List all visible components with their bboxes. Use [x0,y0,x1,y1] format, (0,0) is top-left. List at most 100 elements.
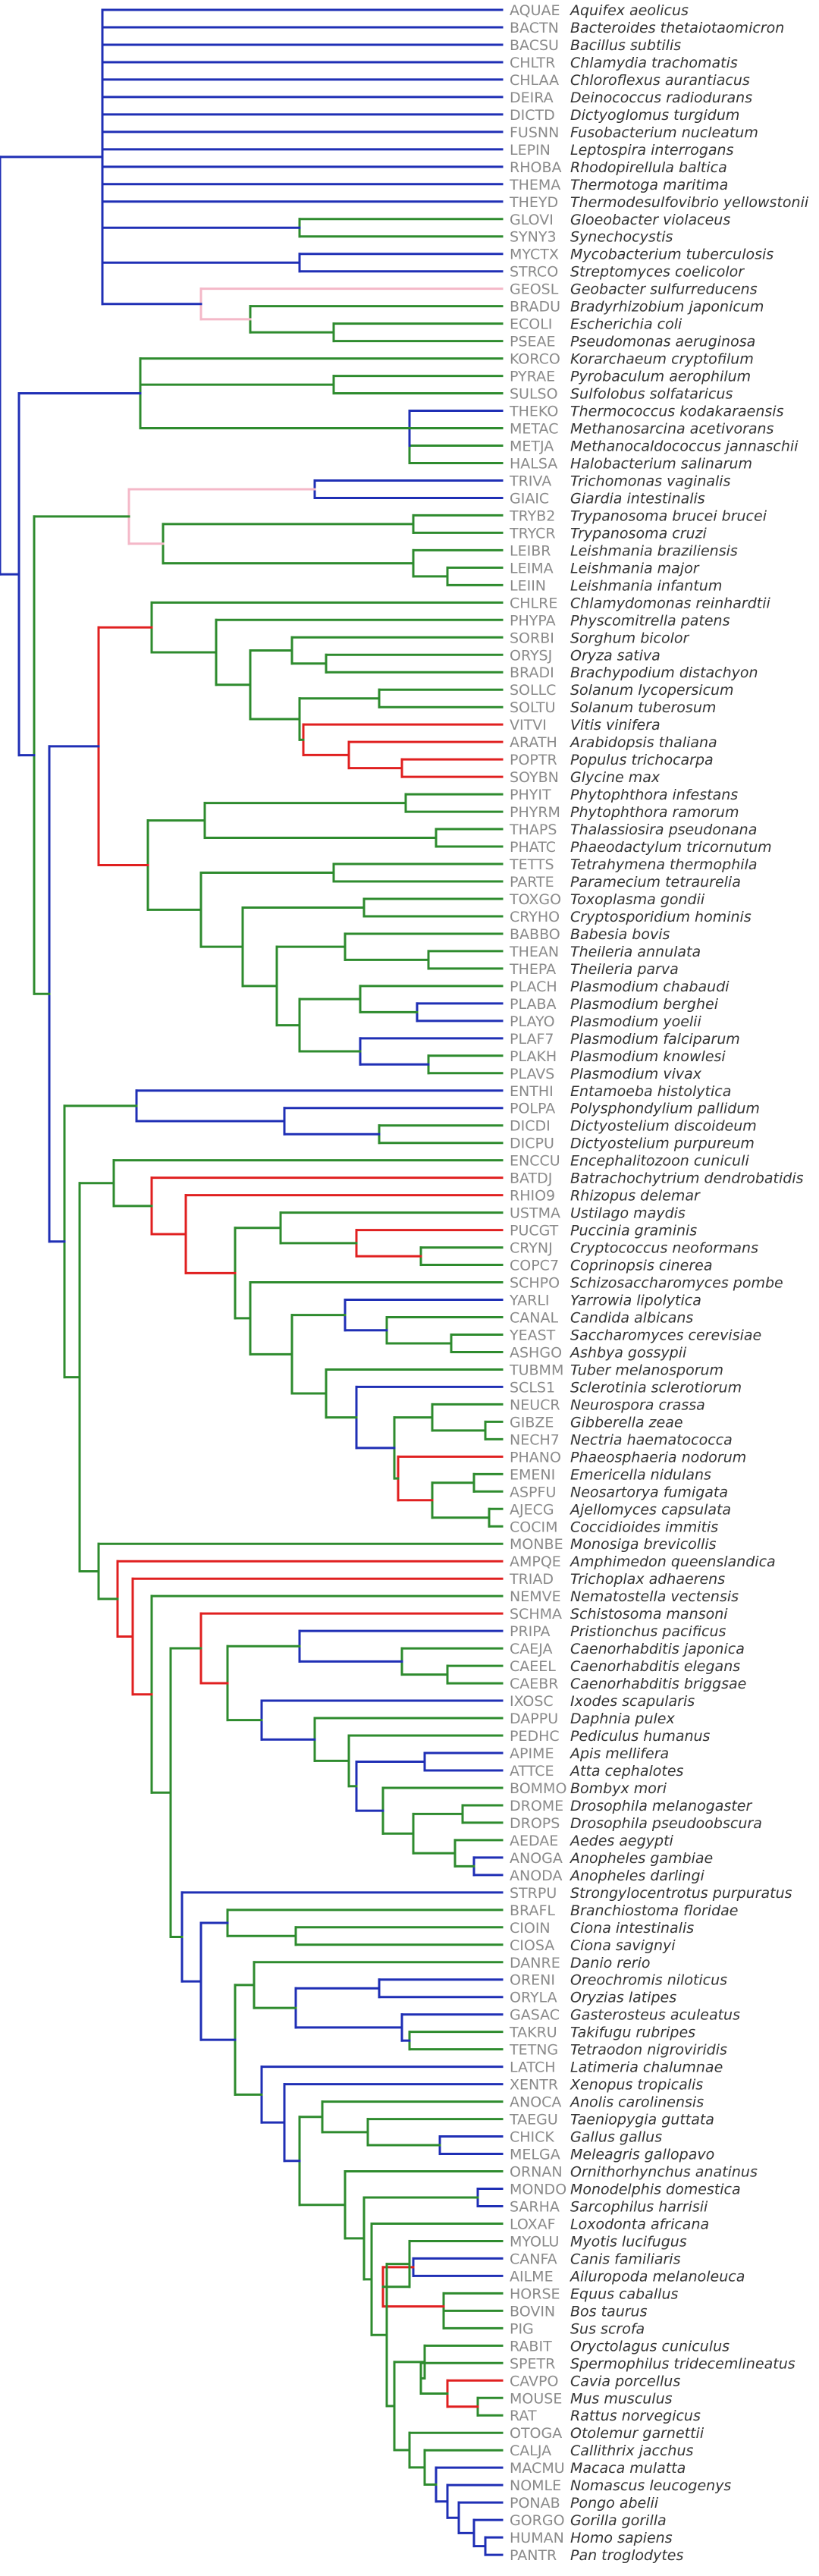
leaf-code: PHATC [510,839,556,856]
leaf-species-name: Dictyostelium purpureum [570,1136,755,1152]
leaf-code: ENTHI [510,1083,554,1100]
leaf-code: ATTCE [510,1763,554,1780]
leaf-code: SCHPO [510,1275,560,1292]
leaf-species-name: Encephalitozoon cuniculi [570,1153,749,1170]
leaf-species-name: Spermophilus tridecemlineatus [570,2355,795,2372]
leaf-code: THEYD [509,194,558,211]
leaf-code: ENCCU [510,1153,560,1170]
leaf-code: AEDAE [510,1833,558,1849]
tree-branches [0,8,504,2556]
leaf-species-name: Solanum lycopersicum [570,682,734,699]
leaf-species-name: Oryzias latipes [570,1990,676,2006]
leaf-code: PLAF7 [510,1031,554,1048]
leaf-species-name: Ailuropoda melanoleuca [569,2268,745,2285]
leaf-species-name: Daphnia pulex [570,1711,675,1727]
leaf-species-name: Phytophthora ramorum [570,804,739,821]
leaf-code: MONBE [510,1536,563,1553]
leaf-code: SOYBN [510,769,559,786]
leaf-code: TOXGO [509,891,561,908]
leaf-species-name: Batrachochytrium dendrobatidis [570,1170,804,1187]
leaf-code: PHYPA [510,612,556,629]
leaf-code: MONDO [510,2182,566,2198]
leaf-species-name: Leishmania infantum [570,577,722,594]
leaf-species-name: Callithrix jacchus [570,2442,694,2459]
leaf-species-name: Methanosarcina acetivorans [570,421,774,438]
leaf-code: SOLTU [510,699,556,716]
leaf-species-name: Neosartorya fumigata [570,1484,728,1500]
leaf-code: BOMMO [510,1780,566,1797]
leaf-code: PHYIT [510,787,551,803]
leaf-code: POLPA [510,1101,555,1117]
leaf-species-name: Atta cephalotes [569,1763,684,1780]
leaf-species-name: Pediculus humanus [570,1728,711,1745]
leaf-code: BATDJ [510,1170,552,1187]
leaf-code: CIOSA [510,1937,554,1954]
leaf-code: MELGA [510,2147,560,2163]
leaf-code: ARATH [510,734,557,751]
leaf-code: EMENI [510,1466,555,1483]
leaf-code: DANRE [510,1955,560,1971]
leaf-species-name: Korarchaeum cryptofilum [570,351,754,368]
leaf-code: DEIRA [510,90,554,106]
leaf-code: CHLTR [510,55,555,71]
leaf-species-name: Solanum tuberosum [570,699,716,716]
leaf-code: SYNY3 [510,229,557,246]
leaf-code: DROPS [510,1815,560,1832]
leaf-code: BOVIN [510,2303,555,2320]
leaf-species-name: Trypanosoma brucei brucei [570,507,767,524]
leaf-species-name: Plasmodium vivax [570,1066,702,1082]
leaf-code: ASHGO [510,1344,562,1361]
leaf-species-name: Rhizopus delemar [570,1188,701,1205]
leaf-species-name: Takifugu rubripes [570,2025,695,2041]
leaf-code: GIBZE [510,1414,554,1431]
leaf-species-name: Aquifex aeolicus [569,2,689,19]
leaf-code: CRYNJ [510,1240,553,1257]
leaf-code: THEPA [509,961,556,978]
leaf-code: RHOBA [510,159,561,176]
leaf-species-name: Canis familiaris [570,2251,681,2267]
leaf-code: PONAB [510,2495,560,2512]
leaf-species-name: Ixodes scapularis [570,1693,695,1710]
leaf-species-name: Dictyostelium discoideum [570,1118,757,1135]
leaf-code: MYOLU [510,2233,559,2250]
leaf-code: LEIBR [510,542,551,559]
leaf-species-name: Dictyoglomus turgidum [570,107,739,124]
leaf-species-name: Caenorhabditis elegans [570,1658,740,1675]
leaf-code: HALSA [510,455,557,472]
leaf-species-name: Trichoplax adhaerens [570,1571,725,1588]
leaf-species-name: Anolis carolinensis [569,2094,704,2111]
leaf-species-name: Cryptococcus neoformans [570,1240,758,1257]
leaf-code: SCHMA [510,1606,562,1623]
leaf-species-name: Physcomitrella patens [570,612,730,629]
leaf-code: NEMVE [510,1588,561,1605]
leaf-code: CHLRE [510,595,557,611]
leaf-species-name: Theileria annulata [570,944,701,960]
leaf-species-name: Arabidopsis thaliana [569,734,717,751]
leaf-code: YEAST [509,1327,556,1343]
leaf-species-name: Loxodonta africana [570,2216,709,2232]
leaf-species-name: Halobacterium salinarum [570,455,752,472]
leaf-species-name: Plasmodium chabaudi [570,979,730,995]
leaf-code: DAPPU [510,1711,558,1727]
leaf-code: BABBO [510,926,560,943]
leaf-code: CALJA [510,2442,551,2459]
leaf-species-name: Aedes aegypti [569,1833,674,1849]
leaf-code: SOLLC [510,682,556,699]
leaf-code: CAEEL [510,1658,556,1675]
leaf-code: ASPFU [510,1484,556,1500]
leaf-code: ORYLA [510,1990,557,2006]
leaf-species-name: Ciona intestinalis [570,1920,694,1937]
leaf-species-name: Pongo abelii [570,2495,659,2512]
leaf-species-name: Thermodesulfovibrio yellowstonii [570,194,809,211]
leaf-species-name: Yarrowia lipolytica [570,1293,701,1309]
leaf-species-name: Xenopus tropicalis [570,2077,703,2094]
leaf-species-name: Pyrobaculum aerophilum [570,369,751,385]
leaf-code: SPETR [510,2355,555,2372]
leaf-code: COCIM [510,1519,558,1535]
leaf-species-name: Thermococcus kodakaraensis [570,404,784,420]
leaf-species-name: Trypanosoma cruzi [570,525,708,542]
leaf-code: FUSNN [510,124,559,141]
leaf-species-name: Phaeodactylum tricornutum [570,839,772,856]
leaf-species-name: Branchiostoma floridae [570,1902,738,1919]
leaf-code: ORNAN [510,2164,563,2181]
